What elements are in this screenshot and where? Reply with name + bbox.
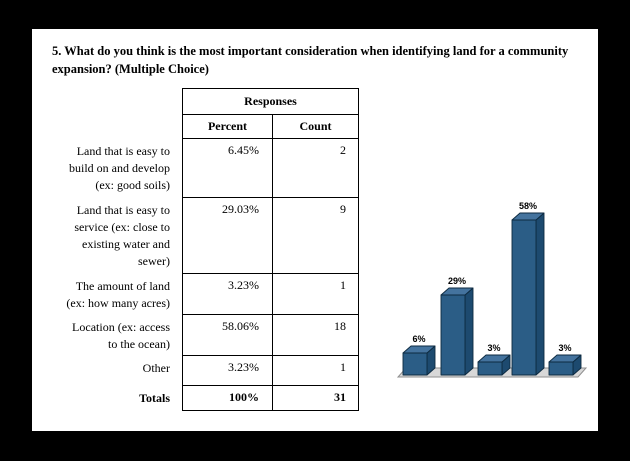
percent-cell: 3.23% — [182, 273, 273, 315]
count-cell: 9 — [272, 197, 359, 274]
percent-cell: 3.23% — [182, 355, 273, 386]
row-label: Other — [142, 361, 170, 375]
bar-value-label: 3% — [558, 343, 571, 353]
row-label-column: Land that is easy to build on and develo… — [32, 138, 170, 410]
percent-cell: 29.03% — [182, 197, 273, 274]
responses-header: Responses — [182, 88, 359, 115]
count-cell: 1 — [272, 355, 359, 386]
percent-column-header: Percent — [182, 114, 273, 139]
percent-cell: 58.06% — [182, 314, 273, 356]
totals-percent-cell: 100% — [182, 385, 273, 411]
count-cell: 1 — [272, 273, 359, 315]
totals-row: 100% 31 — [182, 385, 359, 411]
table-row: 3.23% 1 — [182, 355, 359, 386]
row-label: Location (ex: access to the ocean) — [72, 320, 170, 351]
totals-count-cell: 31 — [272, 385, 359, 411]
bar-value-label: 29% — [448, 276, 466, 286]
table-row: 6.45% 2 — [182, 138, 359, 198]
count-cell: 2 — [272, 138, 359, 198]
bar-value-label: 3% — [487, 343, 500, 353]
table-row: 58.06% 18 — [182, 314, 359, 356]
document-page: 5. What do you think is the most importa… — [32, 29, 598, 431]
count-cell: 18 — [272, 314, 359, 356]
row-label: Land that is easy to build on and develo… — [69, 144, 170, 192]
bar-chart-3d: 6% 29% 3% 58% 3% — [396, 201, 588, 378]
percent-cell: 6.45% — [182, 138, 273, 198]
row-label: The amount of land (ex: how many acres) — [66, 279, 170, 310]
table-column-header-row: Percent Count — [182, 114, 359, 139]
table-group-header-row: Responses — [182, 88, 359, 115]
row-label: Land that is easy to service (ex: close … — [74, 203, 170, 268]
count-column-header: Count — [272, 114, 359, 139]
bar-3%: 3% — [548, 343, 582, 376]
question-title: 5. What do you think is the most importa… — [52, 44, 569, 76]
bar-29%: 29% — [440, 276, 474, 376]
table-row: 29.03% 9 — [182, 197, 359, 274]
bar-value-label: 58% — [519, 201, 537, 211]
totals-label: Totals — [139, 391, 170, 405]
bar-value-label: 6% — [412, 334, 425, 344]
table-row: 3.23% 1 — [182, 273, 359, 315]
bar-58%: 58% — [511, 201, 545, 376]
bar-6%: 6% — [402, 334, 436, 376]
responses-table: Responses Percent Count 6.45% 2 29.03% 9… — [182, 88, 359, 411]
bar-3%: 3% — [477, 343, 511, 376]
